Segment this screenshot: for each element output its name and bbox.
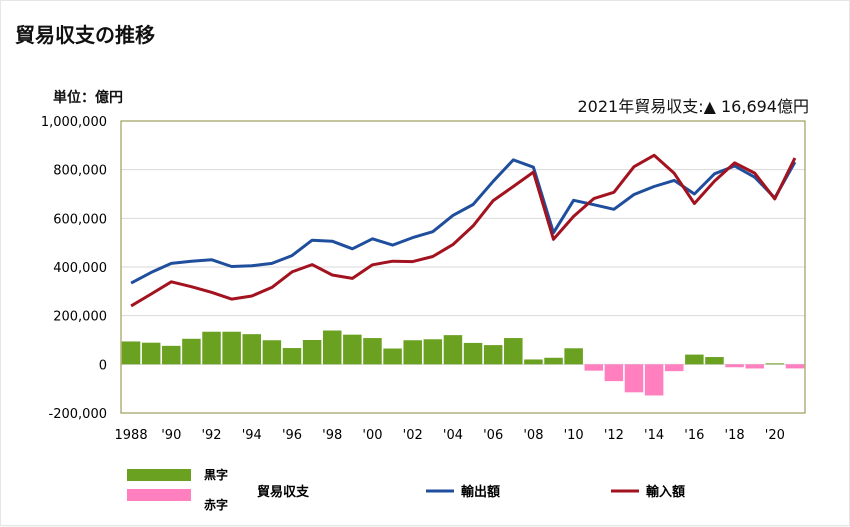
legend-surplus-swatch [127, 469, 191, 481]
x-tick-label: '12 [604, 428, 624, 443]
legend-exports-label: 輸出額 [461, 484, 500, 500]
legend-deficit-swatch [127, 489, 191, 501]
x-tick-label: '96 [282, 428, 302, 443]
deficit-bar [604, 364, 624, 382]
plot-frame [120, 120, 806, 414]
surplus-bar [322, 330, 342, 365]
surplus-bar [363, 338, 382, 365]
surplus-bar [182, 338, 201, 365]
surplus-bar [463, 342, 483, 365]
legend-surplus-label: 黒字 [204, 467, 228, 482]
y-tick-labels: -200,000 0 200,000 400,000 600,000 800,000 1,0… [41, 115, 107, 422]
surplus-bar [483, 345, 503, 365]
page-title: 貿易収支の推移 [15, 23, 155, 47]
legend-balance-label: 貿易収支 [257, 484, 310, 500]
x-tick-label: '10 [564, 428, 584, 443]
surplus-bar [302, 340, 322, 365]
x-tick-label: '18 [725, 428, 745, 443]
legend: 黒字 赤字 貿易収支 輸出額 輸入額 [127, 467, 685, 512]
surplus-bar [403, 340, 422, 365]
x-tick-label: '06 [483, 428, 503, 443]
x-tick-label: '16 [684, 428, 704, 443]
legend-imports-label: 輸入額 [646, 484, 685, 500]
balance-bars [121, 330, 805, 396]
x-tick-label: '04 [443, 428, 463, 443]
imports-line [130, 153, 797, 308]
legend-deficit-label: 赤字 [204, 497, 228, 512]
gridlines [121, 120, 805, 414]
surplus-bar [222, 331, 241, 365]
surplus-bar [524, 359, 543, 365]
surplus-bar [564, 348, 583, 365]
y-tick-label: 200,000 [53, 310, 107, 325]
surplus-bar [705, 357, 724, 365]
x-tick-label: '98 [322, 428, 342, 443]
y-tick-label: 1,000,000 [41, 115, 107, 130]
y-tick-label: 0 [99, 358, 107, 373]
x-tick-labels: 1988 '90 '92 '94 '96 '98 '00 '02 '04 '06 '08 '10 '12… [115, 428, 785, 443]
deficit-bar [644, 364, 664, 396]
surplus-bar [544, 357, 563, 365]
exports-line [130, 158, 797, 285]
x-tick-label: '20 [765, 428, 785, 443]
surplus-bar [383, 348, 402, 365]
surplus-bar [765, 363, 785, 365]
surplus-bar [262, 340, 282, 365]
surplus-bar [282, 348, 302, 365]
series-lines [130, 153, 797, 308]
x-tick-label: '08 [523, 428, 543, 443]
x-tick-label: '02 [403, 428, 423, 443]
x-tick-label: '92 [201, 428, 221, 443]
surplus-bar [443, 335, 463, 365]
surplus-bar [343, 334, 362, 365]
x-tick-label: '14 [644, 428, 664, 443]
surplus-bar [504, 338, 523, 365]
deficit-bar [624, 364, 644, 393]
y-tick-label: 400,000 [53, 261, 107, 276]
x-tick-label: 1988 [115, 428, 148, 443]
deficit-bar [664, 364, 684, 372]
deficit-bar [584, 364, 604, 371]
x-tick-label: '00 [362, 428, 382, 443]
surplus-bar [242, 334, 262, 365]
y-tick-label: 800,000 [53, 164, 107, 179]
deficit-bar [725, 364, 744, 368]
deficit-bar [745, 364, 764, 369]
surplus-bar [141, 342, 161, 365]
deficit-bar [785, 364, 805, 369]
x-tick-label: '90 [161, 428, 181, 443]
surplus-bar [423, 339, 443, 365]
surplus-bar [121, 341, 141, 365]
summary-note: 2021年貿易収支:▲ 16,694億円 [577, 97, 810, 116]
surplus-bar [162, 345, 181, 365]
surplus-bar [685, 354, 704, 365]
x-tick-label: '94 [242, 428, 262, 443]
surplus-bar [202, 331, 221, 365]
y-tick-label: 600,000 [53, 212, 107, 227]
y-axis-unit: 単位：億円 [53, 90, 123, 106]
y-tick-label: -200,000 [49, 407, 107, 422]
